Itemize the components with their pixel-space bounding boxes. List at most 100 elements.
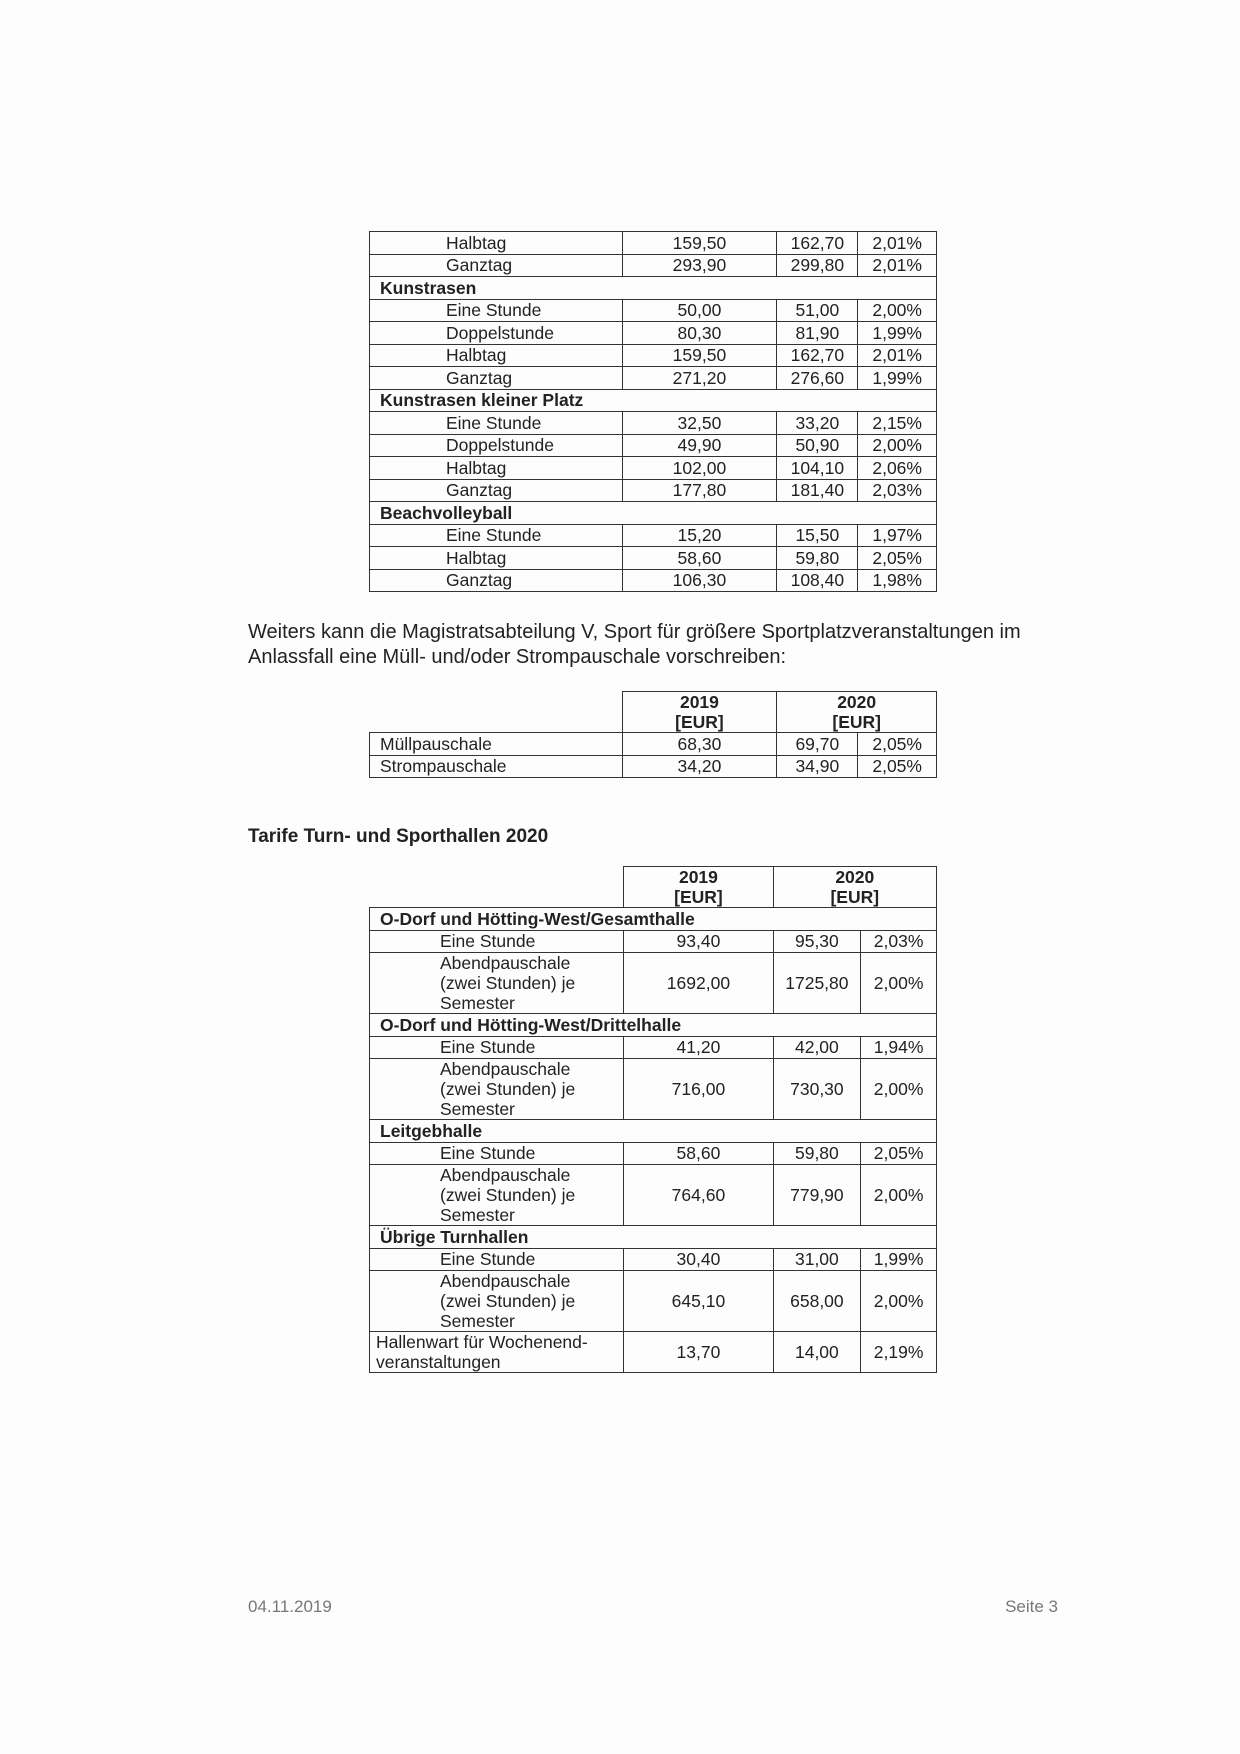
value-2019: 15,20: [621, 523, 778, 547]
row-label: Eine Stunde: [368, 1247, 625, 1271]
value-2019: 58,60: [621, 546, 778, 570]
year-2019: 2019: [678, 867, 718, 887]
year-2020: 2020: [837, 692, 877, 712]
value-2020: 658,00: [772, 1270, 862, 1332]
row-label: Abendpauschale (zwei Stunden) je Semeste…: [368, 952, 625, 1014]
value-2019: 716,00: [623, 1058, 774, 1120]
value-2019: 50,00: [621, 298, 778, 322]
unit-2019: [EUR]: [675, 712, 724, 732]
section-row: Übrige Turnhallen: [369, 1225, 937, 1249]
pauschale-table: 2019 [EUR] 2020 [EUR] Müllpauschale 68,30 69,7…: [369, 691, 937, 778]
value-2019: 271,20: [621, 366, 778, 390]
value-2019: 13,70: [623, 1331, 774, 1373]
change-percent: 2,05%: [860, 1141, 937, 1165]
table-row: Strompauschale 34,20 34,90 2,05%: [369, 754, 937, 778]
row-label: Eine Stunde: [368, 929, 625, 953]
value-2019: 34,20: [621, 754, 778, 778]
section-label: Kunstrasen kleiner Platz: [369, 388, 937, 412]
table-row: Ganztag 177,80 181,40 2,03%: [369, 478, 937, 502]
section-label: Beachvolleyball: [369, 501, 937, 525]
hallen-tariff-table: 2019 [EUR] 2020 [EUR] O-Dorf und Hötting-Wes…: [368, 866, 938, 1373]
table-row: Eine Stunde 15,20 15,50 1,97%: [369, 523, 937, 547]
row-label: Eine Stunde: [368, 1141, 625, 1165]
row-label: Ganztag: [369, 568, 623, 592]
unit-2020: [EUR]: [832, 712, 881, 732]
change-percent: 2,00%: [860, 952, 937, 1014]
section-row: Leitgebhalle: [369, 1119, 937, 1143]
year-2020: 2020: [835, 867, 875, 887]
value-2019: 293,90: [621, 253, 778, 277]
section-label: O-Dorf und Hötting-West/Gesamthalle: [369, 907, 937, 931]
table-row: Doppelstunde 49,90 50,90 2,00%: [369, 433, 937, 457]
table-row: Halbtag 159,50 162,70 2,01%: [369, 343, 937, 367]
section-row: O-Dorf und Hötting-West/Gesamthalle: [369, 907, 937, 931]
change-percent: 2,15%: [857, 411, 937, 435]
table-row: Abendpauschale (zwei Stunden) je Semeste…: [368, 1164, 937, 1226]
value-2020: 50,90: [776, 433, 859, 457]
value-2020: 108,40: [776, 568, 859, 592]
section-label: Leitgebhalle: [369, 1119, 937, 1143]
table-row: Ganztag 293,90 299,80 2,01%: [369, 253, 937, 277]
value-2020: 42,00: [772, 1035, 862, 1059]
change-percent: 2,00%: [860, 1164, 937, 1226]
section-row: Kunstrasen kleiner Platz: [369, 388, 937, 412]
change-percent: 2,01%: [857, 343, 937, 367]
header-2020: 2020 [EUR]: [776, 691, 937, 733]
section-label: Übrige Turnhallen: [369, 1225, 937, 1249]
change-percent: 1,97%: [857, 523, 937, 547]
value-2020: 51,00: [776, 298, 859, 322]
table-row: Ganztag 271,20 276,60 1,99%: [369, 366, 937, 390]
value-2019: 159,50: [621, 231, 778, 255]
value-2020: 33,20: [776, 411, 859, 435]
table-row: Eine Stunde 58,60 59,80 2,05%: [368, 1141, 937, 1165]
change-percent: 2,06%: [857, 456, 937, 480]
row-label: Eine Stunde: [369, 298, 623, 322]
change-percent: 2,01%: [857, 253, 937, 277]
change-percent: 1,99%: [857, 321, 937, 345]
value-2020: 779,90: [772, 1164, 862, 1226]
row-label: Abendpauschale (zwei Stunden) je Semeste…: [368, 1270, 625, 1332]
row-label: Eine Stunde: [368, 1035, 625, 1059]
value-2020: 81,90: [776, 321, 859, 345]
value-2019: 1692,00: [623, 952, 774, 1014]
value-2019: 645,10: [623, 1270, 774, 1332]
value-2019: 93,40: [623, 929, 774, 953]
header-row: 2019 [EUR] 2020 [EUR]: [369, 691, 937, 733]
value-2020: 730,30: [772, 1058, 862, 1120]
header-2019: 2019 [EUR]: [621, 691, 778, 733]
change-percent: 2,00%: [857, 298, 937, 322]
footer-date: 04.11.2019: [248, 1597, 332, 1616]
empty-header-cell: [369, 866, 625, 908]
value-2019: 32,50: [621, 411, 778, 435]
change-percent: 1,98%: [857, 568, 937, 592]
header-2020: 2020 [EUR]: [772, 866, 938, 908]
change-percent: 2,01%: [857, 231, 937, 255]
change-percent: 1,99%: [860, 1247, 937, 1271]
empty-header-cell: [369, 691, 623, 733]
value-2019: 30,40: [623, 1247, 774, 1271]
section-heading: Tarife Turn- und Sporthallen 2020: [248, 826, 549, 847]
change-percent: 2,05%: [857, 754, 937, 778]
change-percent: 2,19%: [860, 1331, 937, 1373]
table-row: Halbtag 58,60 59,80 2,05%: [369, 546, 937, 570]
row-label: Doppelstunde: [369, 321, 623, 345]
table-row: Eine Stunde 30,40 31,00 1,99%: [368, 1247, 937, 1271]
table-row: Doppelstunde 80,30 81,90 1,99%: [369, 321, 937, 345]
row-label: Ganztag: [369, 366, 623, 390]
value-2019: 49,90: [621, 433, 778, 457]
value-2020: 276,60: [776, 366, 859, 390]
value-2020: 59,80: [776, 546, 859, 570]
change-percent: 2,00%: [860, 1058, 937, 1120]
value-2020: 162,70: [776, 231, 859, 255]
value-2020: 162,70: [776, 343, 859, 367]
section-label: O-Dorf und Hötting-West/Drittelhalle: [369, 1013, 937, 1037]
change-percent: 1,99%: [857, 366, 937, 390]
table-row: Ganztag 106,30 108,40 1,98%: [369, 568, 937, 592]
value-2020: 15,50: [776, 523, 859, 547]
value-2019: 68,30: [621, 732, 778, 756]
value-2020: 95,30: [772, 929, 862, 953]
value-2020: 59,80: [772, 1141, 862, 1165]
table-row: Abendpauschale (zwei Stunden) je Semeste…: [368, 952, 937, 1014]
section-row: Beachvolleyball: [369, 501, 937, 525]
value-2019: 102,00: [621, 456, 778, 480]
